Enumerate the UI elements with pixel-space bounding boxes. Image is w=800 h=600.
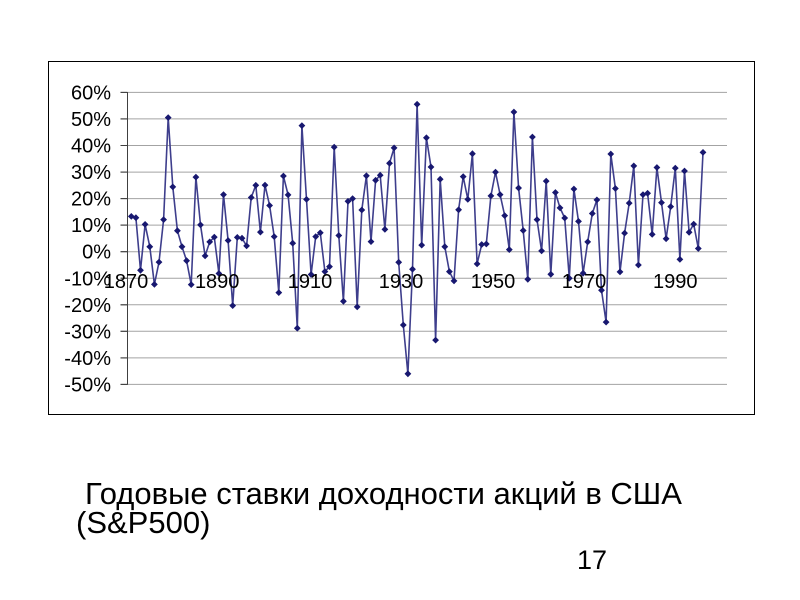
svg-text:-20%: -20% <box>64 295 111 317</box>
svg-text:1950: 1950 <box>471 271 516 293</box>
svg-text:-50%: -50% <box>64 374 111 396</box>
svg-text:1890: 1890 <box>195 271 240 293</box>
svg-text:1990: 1990 <box>653 271 698 293</box>
svg-text:1870: 1870 <box>104 271 149 293</box>
svg-text:10%: 10% <box>71 215 111 237</box>
svg-text:1910: 1910 <box>288 271 333 293</box>
svg-text:-40%: -40% <box>64 348 111 370</box>
svg-text:60%: 60% <box>71 82 111 104</box>
svg-text:1970: 1970 <box>562 271 607 293</box>
svg-text:-30%: -30% <box>64 321 111 343</box>
svg-text:-10%: -10% <box>64 268 111 290</box>
svg-text:30%: 30% <box>71 162 111 184</box>
svg-text:50%: 50% <box>71 109 111 131</box>
svg-text:40%: 40% <box>71 136 111 158</box>
svg-text:0%: 0% <box>82 242 111 264</box>
svg-text:1930: 1930 <box>379 271 424 293</box>
svg-text:20%: 20% <box>71 189 111 211</box>
